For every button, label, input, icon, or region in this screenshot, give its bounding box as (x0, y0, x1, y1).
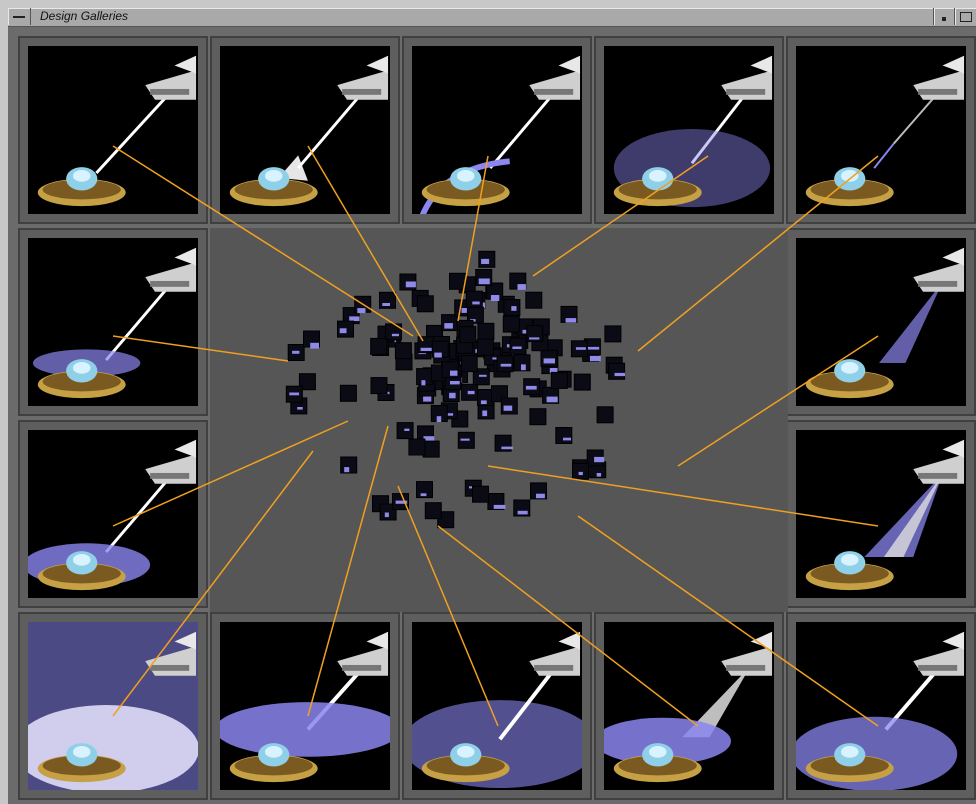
gallery-frame[interactable] (18, 228, 208, 416)
saucer-icon (805, 743, 894, 783)
gallery-frame[interactable] (786, 612, 976, 800)
saucer-icon (37, 359, 126, 399)
render-image (796, 622, 966, 790)
gallery-frame[interactable] (402, 36, 592, 224)
minimize-button[interactable] (933, 8, 954, 25)
shuttle-icon (145, 55, 197, 100)
gallery-frame[interactable] (18, 36, 208, 224)
saucer-icon (613, 743, 702, 783)
gallery-area (18, 36, 976, 804)
saucer-icon (37, 167, 126, 207)
saucer-icon (37, 551, 126, 591)
title-bar[interactable]: Design Galleries (8, 8, 976, 27)
gallery-frame[interactable] (786, 36, 976, 224)
render-image (28, 622, 198, 790)
render-image (28, 238, 198, 406)
window-menu-button[interactable] (8, 8, 31, 25)
gallery-frame[interactable] (786, 228, 976, 416)
render-image (604, 622, 774, 790)
shuttle-icon (913, 631, 965, 676)
design-galleries-window: Design Galleries (8, 8, 976, 804)
gallery-frame[interactable] (786, 420, 976, 608)
saucer-icon (37, 743, 126, 783)
scatter-panel (210, 228, 788, 612)
shuttle-icon (721, 55, 773, 100)
shuttle-icon (913, 247, 965, 292)
render-image (604, 46, 774, 214)
render-image (412, 46, 582, 214)
render-image (412, 622, 582, 790)
render-image (220, 622, 390, 790)
shuttle-icon (913, 55, 965, 100)
gallery-frame[interactable] (210, 612, 400, 800)
saucer-icon (229, 743, 318, 783)
window-menu-icon (13, 16, 25, 18)
gallery-frame[interactable] (18, 420, 208, 608)
render-image (28, 430, 198, 598)
maximize-icon (960, 12, 972, 22)
shuttle-icon (529, 55, 581, 100)
shuttle-icon (913, 439, 965, 484)
gallery-frame[interactable] (594, 36, 784, 224)
window-title: Design Galleries (40, 9, 129, 23)
maximize-button[interactable] (954, 8, 976, 25)
gallery-frame[interactable] (594, 612, 784, 800)
minimize-icon (942, 17, 946, 21)
render-image (28, 46, 198, 214)
shuttle-icon (337, 55, 389, 100)
render-image (796, 430, 966, 598)
gallery-frame[interactable] (402, 612, 592, 800)
saucer-icon (421, 743, 510, 783)
render-image (796, 238, 966, 406)
gallery-frame[interactable] (210, 36, 400, 224)
render-image (220, 46, 390, 214)
gallery-frame[interactable] (18, 612, 208, 800)
render-image (796, 46, 966, 214)
